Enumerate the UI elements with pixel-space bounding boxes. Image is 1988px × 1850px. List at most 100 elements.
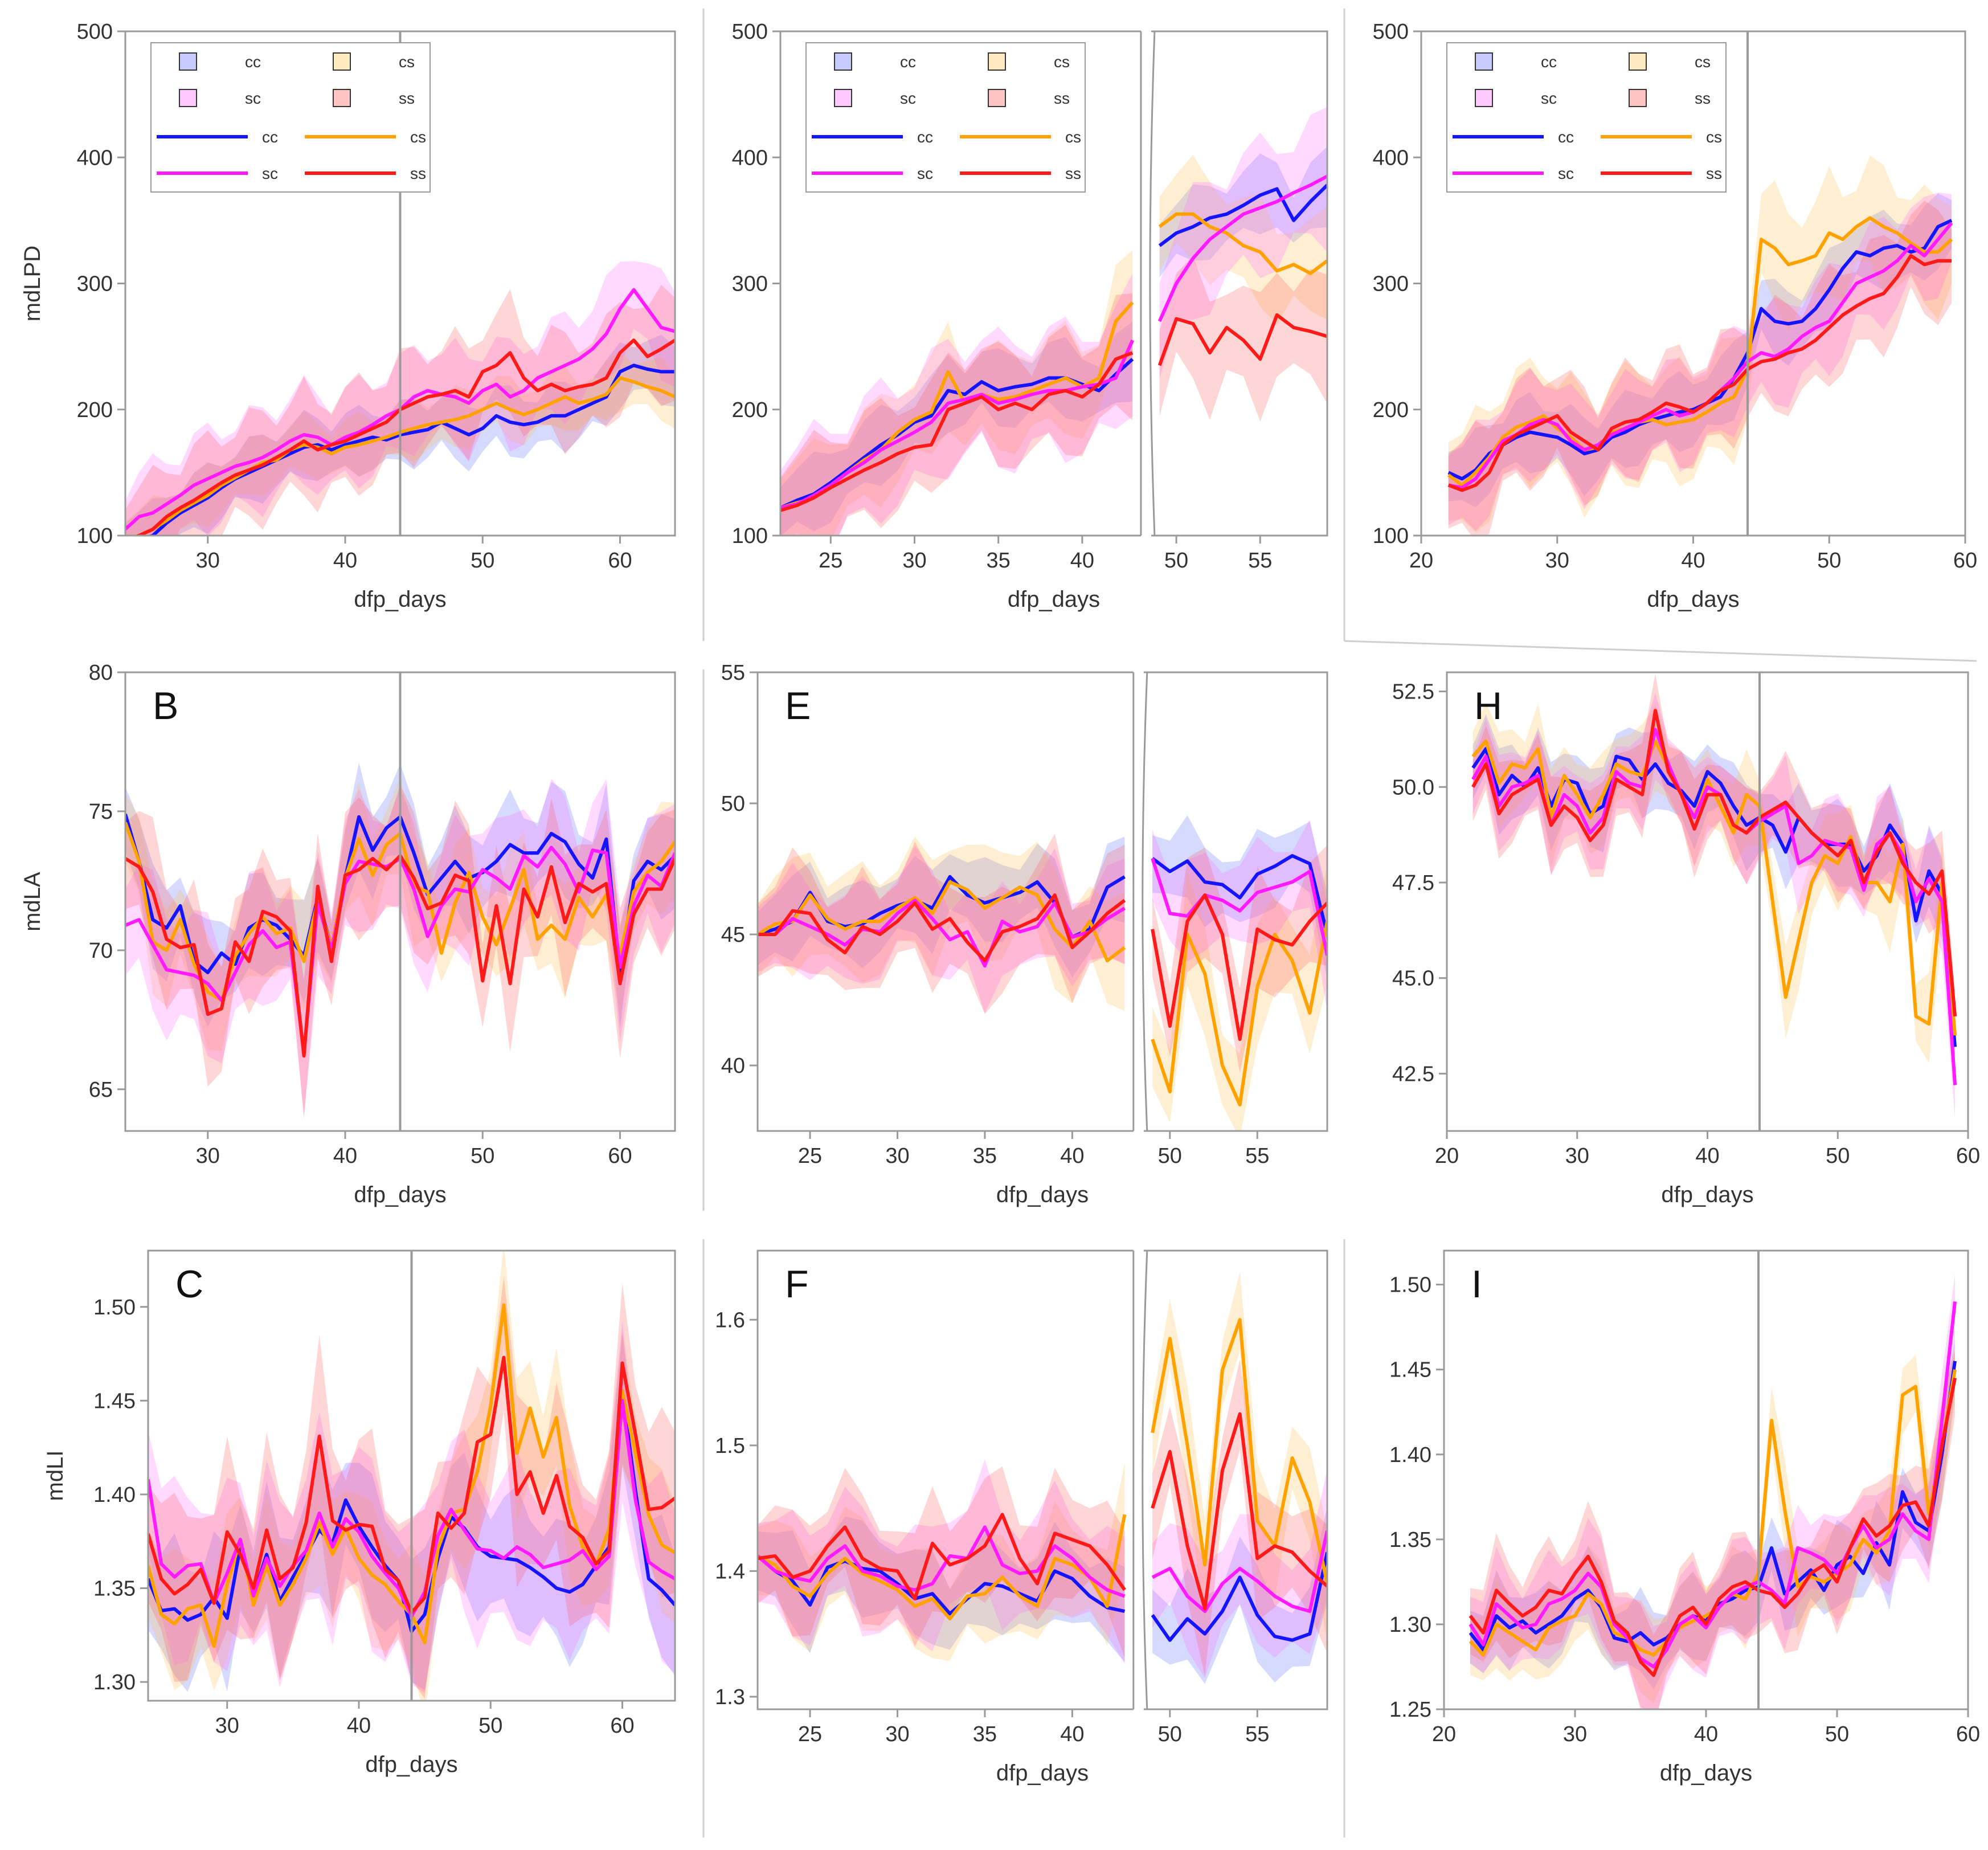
band-ss-0 [148, 1276, 675, 1699]
y-tick-label: 200 [732, 398, 768, 422]
legend: cc cs sc ss cc cs sc ss [150, 42, 431, 193]
legend-line-label-cs: cs [410, 128, 426, 146]
x-tick-label: 40 [1695, 1144, 1719, 1168]
y-tick-label: 52.5 [1392, 680, 1434, 704]
legend-label-sc: sc [245, 89, 261, 107]
x-tick-label: 60 [1953, 549, 1977, 573]
line-ss-1 [1157, 313, 1327, 366]
x-tick-label: 35 [973, 1722, 997, 1746]
line-cs-0 [758, 880, 1126, 962]
band-sc-0 [1472, 693, 1956, 1119]
x-tick-label: 50 [478, 1714, 502, 1738]
y-tick-label: 400 [77, 146, 113, 170]
legend-swatch-cs [988, 52, 1006, 71]
band-sc-0 [758, 1459, 1125, 1664]
x-axis-title: dfp_days [1008, 587, 1100, 612]
legend-label-ss: ss [1695, 89, 1711, 107]
y-tick-label: 1.50 [93, 1296, 136, 1320]
frame-break-right [1149, 31, 1156, 536]
legend-label-cs: cs [1695, 53, 1711, 71]
panel-dividers [702, 9, 1977, 1837]
x-tick-label: 35 [973, 1144, 997, 1168]
line-sc-0 [1468, 1301, 1957, 1669]
x-tick-label: 30 [1563, 1722, 1587, 1746]
band-ss-0 [1470, 1350, 1955, 1709]
x-tick-label: 40 [1694, 1722, 1718, 1746]
bands [1470, 1274, 1955, 1709]
line-cs-1 [1151, 1318, 1327, 1584]
y-tick-label: 55 [721, 661, 745, 685]
legend-line-label-cc: cc [262, 128, 278, 146]
line-sc-0 [780, 339, 1134, 510]
y-tick-label: 75 [89, 800, 113, 824]
legend-line-label-sc: sc [917, 165, 933, 182]
legend-line-label-sc: sc [1558, 165, 1574, 182]
line-ss-0 [758, 1513, 1126, 1600]
y-tick-label: 100 [1373, 524, 1409, 548]
legend-label-cs: cs [1054, 53, 1070, 71]
band-cc-0 [780, 322, 1133, 536]
band-sc-1 [1152, 819, 1327, 1011]
y-tick-label: 300 [77, 272, 113, 296]
x-tick-label: 25 [819, 549, 842, 573]
series-lines [758, 1318, 1327, 1642]
x-tick-label: 40 [347, 1714, 371, 1738]
line-sc-1 [1151, 1530, 1327, 1613]
band-cs-1 [1152, 1272, 1327, 1643]
y-tick-label: 100 [732, 524, 768, 548]
band-ss-0 [125, 785, 675, 1119]
legend-line-label-ss: ss [1065, 165, 1081, 182]
series-lines [758, 854, 1327, 1106]
y-tick-label: 1.45 [93, 1389, 136, 1413]
y-tick-label: 40 [721, 1054, 745, 1078]
plot-frame [124, 671, 676, 1132]
band-cc-0 [1472, 714, 1956, 1077]
x-tick-label: 40 [1060, 1144, 1084, 1168]
y-tick-label: 1.6 [715, 1308, 745, 1332]
x-tick-label: 20 [1435, 1144, 1459, 1168]
panel-letter: C [175, 1263, 203, 1306]
y-tick-label: 42.5 [1392, 1062, 1434, 1086]
legend-frame [805, 42, 1086, 193]
line-cc-1 [1151, 1551, 1327, 1642]
line-sc-1 [1151, 857, 1327, 956]
legend-swatch-cc [834, 52, 852, 71]
y-tick-label: 500 [732, 20, 768, 44]
y-tick-label: 300 [1373, 272, 1409, 296]
band-cs-0 [1470, 1345, 1955, 1704]
x-tick-label: 50 [1158, 1144, 1182, 1168]
legend-swatch-cc [179, 52, 197, 71]
y-tick-label: 500 [1373, 20, 1409, 44]
series-lines [780, 174, 1327, 512]
panel-f: 1.3 1.4 1.5 1.6 25 30 35 40 50 55 dfp_days F [715, 1249, 1328, 1786]
x-axis-title: dfp_days [365, 1752, 457, 1777]
y-axis-title: mdLI [43, 1451, 68, 1501]
x-tick-label: 20 [1409, 549, 1433, 573]
y-tick-label: 1.5 [715, 1434, 745, 1458]
series-lines [1447, 216, 1953, 492]
x-tick-label: 30 [215, 1714, 239, 1738]
band-cc-0 [1448, 193, 1952, 508]
panel-letter: B [153, 684, 178, 728]
band-cs-0 [758, 1463, 1125, 1661]
x-axis-title: dfp_days [354, 1182, 446, 1207]
y-tick-label: 400 [1373, 146, 1409, 170]
band-ss-1 [1152, 845, 1327, 1073]
legend-swatch-ss [988, 89, 1006, 107]
line-cc-1 [1151, 854, 1327, 935]
y-tick-label: 45.0 [1392, 967, 1434, 991]
y-tick-label: 47.5 [1392, 871, 1434, 895]
legend-line-label-sc: sc [262, 165, 278, 182]
y-tick-label: 500 [77, 20, 113, 44]
band-cs-0 [1472, 703, 1956, 1069]
line-cs-0 [1447, 216, 1953, 487]
legend-line-label-cc: cc [1558, 128, 1574, 146]
band-cc-0 [125, 762, 675, 1029]
legend-label-cs: cs [399, 53, 415, 71]
y-tick-label: 1.4 [715, 1559, 745, 1583]
legend-label-ss: ss [399, 89, 415, 107]
band-sc-1 [1159, 107, 1327, 379]
y-tick-label: 1.40 [1389, 1443, 1431, 1467]
x-axis-title: dfp_days [996, 1182, 1089, 1207]
frame-left [756, 671, 1134, 1132]
